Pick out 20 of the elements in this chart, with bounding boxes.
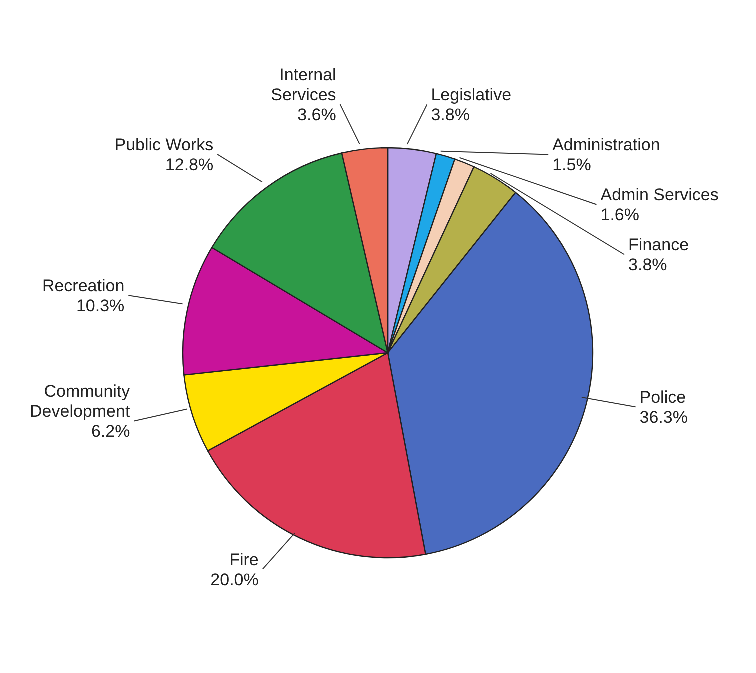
slice-label: Internal Services bbox=[271, 66, 336, 105]
data-label: 3.8% bbox=[431, 106, 470, 125]
slice-label: Recreation bbox=[42, 276, 125, 296]
slice-label: Finance bbox=[628, 236, 690, 255]
slice-label: Administration bbox=[552, 136, 660, 155]
data-label: 1.6% bbox=[600, 206, 640, 225]
data-label: 6.2% bbox=[91, 422, 130, 442]
data-label: 36.3% bbox=[640, 408, 688, 428]
slice-label: Public Works bbox=[114, 136, 214, 155]
data-label: 3.8% bbox=[628, 256, 668, 275]
data-label: 1.5% bbox=[552, 156, 592, 175]
data-label: 3.6% bbox=[298, 106, 336, 125]
data-label: 20.0% bbox=[210, 570, 259, 590]
slice-label: Legislative bbox=[431, 86, 512, 105]
data-label: 12.8% bbox=[165, 156, 214, 175]
slice-label: Community Development bbox=[30, 382, 131, 422]
data-label: 10.3% bbox=[76, 296, 125, 316]
slice-label: Admin Services bbox=[600, 186, 719, 205]
slice-label: Fire bbox=[230, 550, 259, 570]
slice-label: Police bbox=[640, 388, 686, 408]
